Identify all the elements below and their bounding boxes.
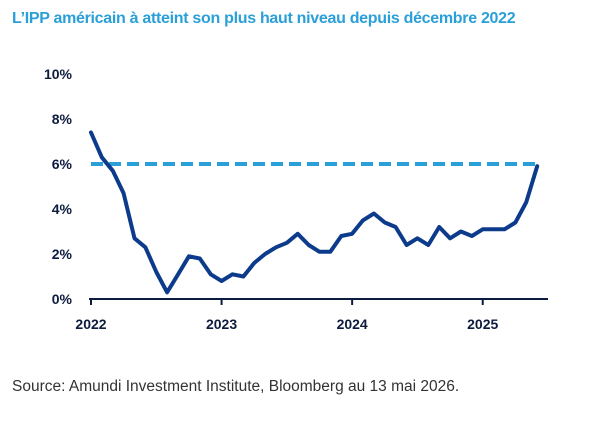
x-tick-label: 2025 <box>467 316 498 332</box>
x-tick-label: 2022 <box>75 316 106 332</box>
y-tick-label: 2% <box>52 246 73 262</box>
source-note: Source: Amundi Investment Institute, Blo… <box>12 378 460 395</box>
ppi-series-line <box>89 130 540 295</box>
y-tick-label: 10% <box>44 66 73 82</box>
x-axis-ticks: 2022 2023 2024 2025 <box>75 316 498 332</box>
y-tick-label: 8% <box>52 111 73 127</box>
chart-title: L’IPP américain à atteint son plus haut … <box>12 10 516 27</box>
y-tick-label: 0% <box>52 291 73 307</box>
y-tick-label: 6% <box>52 156 73 172</box>
x-axis-tick-marks <box>90 299 484 305</box>
y-axis-ticks: 0% 2% 4% 6% 8% 10% <box>44 66 73 307</box>
x-tick-label: 2024 <box>337 316 368 332</box>
x-tick-label: 2023 <box>206 316 237 332</box>
ppi-line-chart: 0% 2% 4% 6% 8% 10% 2022 2023 2024 2025 <box>44 66 548 332</box>
y-tick-label: 4% <box>52 201 73 217</box>
